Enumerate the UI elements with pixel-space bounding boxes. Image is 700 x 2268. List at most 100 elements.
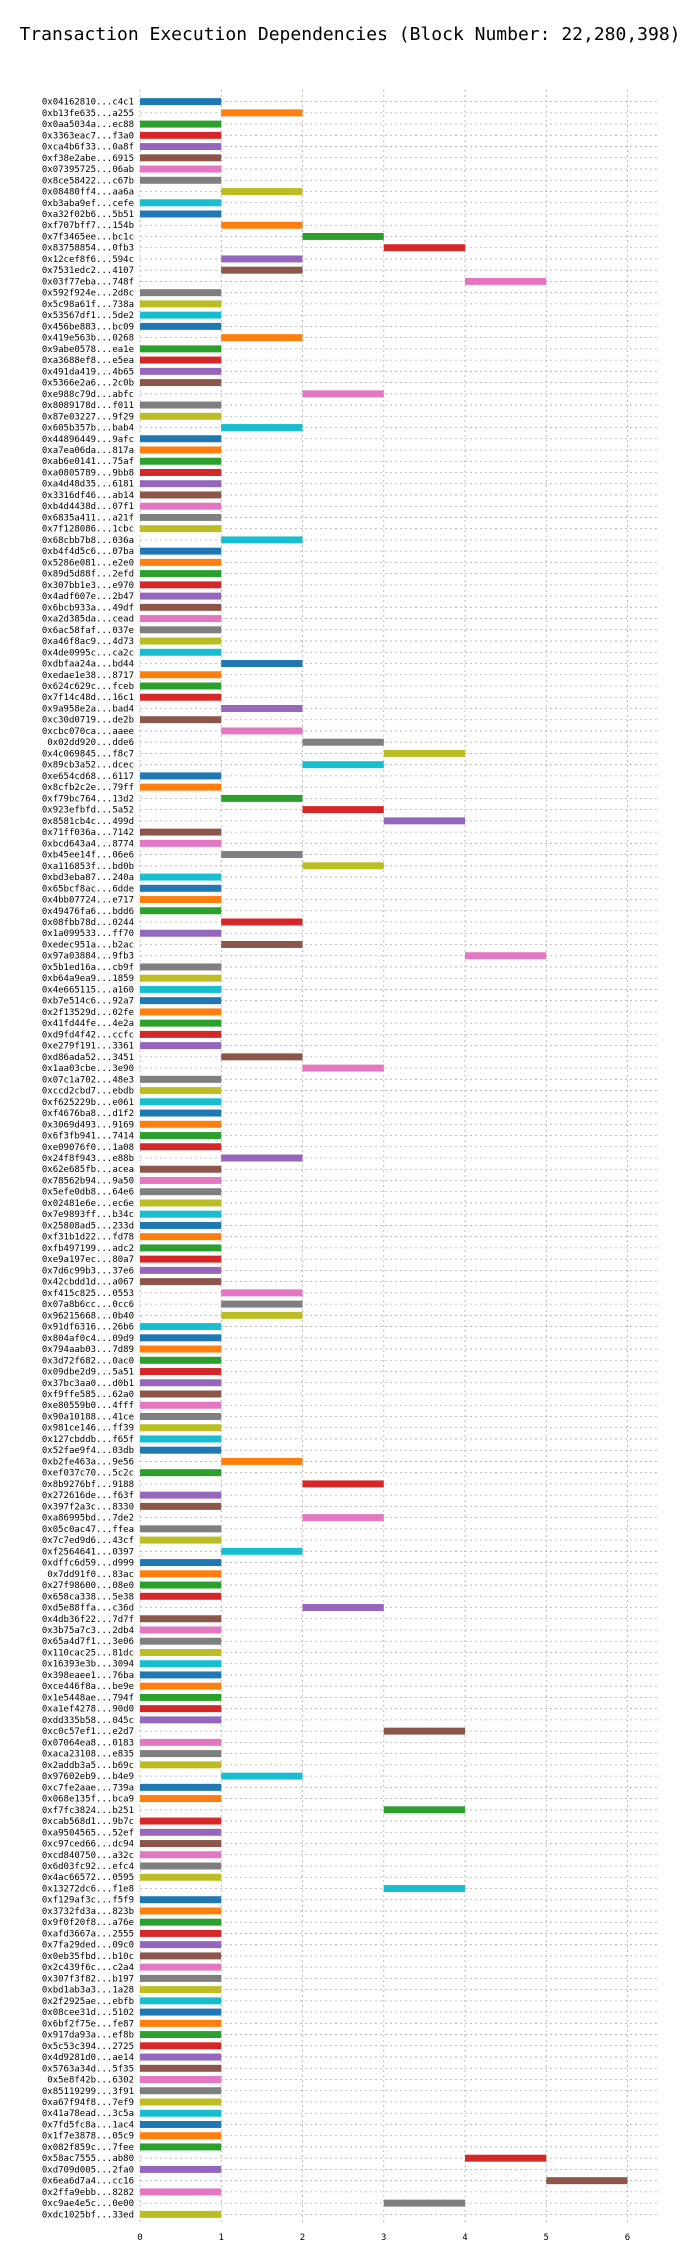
bar-36 bbox=[140, 502, 222, 510]
y-tick-label-153: 0xcab568d1...9b7c bbox=[42, 1817, 134, 1827]
bar-136 bbox=[140, 1626, 222, 1634]
y-tick-label-74: 0x1a099533...ff70 bbox=[42, 929, 134, 939]
bars bbox=[140, 98, 628, 2218]
y-tick-label-66: 0xbcd643a4...8774 bbox=[42, 839, 134, 849]
bar-80 bbox=[140, 997, 222, 1005]
y-tick-label-35: 0x3316df46...ab14 bbox=[42, 491, 134, 501]
y-tick-label-117: 0x90a10188...41ce bbox=[42, 1412, 134, 1422]
y-tick-label-83: 0xd9fd4f42...ccfc bbox=[42, 1030, 134, 1040]
y-tick-label-40: 0xb4f4d5c6...07ba bbox=[42, 547, 134, 557]
bar-113 bbox=[140, 1368, 222, 1376]
y-tick-label-93: 0xe09076f0...1a08 bbox=[42, 1143, 134, 1153]
y-tick-label-177: 0x85119299...3f91 bbox=[42, 2087, 134, 2097]
bar-10 bbox=[140, 210, 222, 218]
y-tick-label-80: 0xb7e514c6...92a7 bbox=[42, 997, 134, 1007]
y-tick-label-103: 0xe9a197ec...80a7 bbox=[42, 1255, 134, 1265]
y-tick-label-108: 0x96215668...0b40 bbox=[42, 1311, 134, 1321]
bar-159 bbox=[383, 1884, 465, 1892]
bar-95 bbox=[140, 1165, 222, 1173]
bar-86 bbox=[302, 1064, 384, 1072]
bar-124 bbox=[140, 1491, 222, 1499]
y-tick-label-0: 0x04162810...c4c1 bbox=[42, 98, 134, 108]
bar-109 bbox=[140, 1323, 222, 1331]
bar-149 bbox=[221, 1772, 303, 1780]
bar-135 bbox=[140, 1615, 222, 1623]
bar-28 bbox=[140, 412, 222, 420]
y-tick-label-128: 0x7c7ed9d6...43cf bbox=[42, 1536, 134, 1546]
y-tick-label-129: 0xf2564641...0397 bbox=[42, 1547, 134, 1557]
bar-140 bbox=[140, 1671, 222, 1679]
y-tick-label-19: 0x53567df1...5de2 bbox=[42, 311, 134, 321]
y-tick-label-147: 0xaca23108...e835 bbox=[42, 1750, 134, 1760]
bar-43 bbox=[140, 581, 222, 589]
y-tick-label-165: 0x0eb35fbd...b10c bbox=[42, 1952, 134, 1962]
y-tick-label-37: 0x6835a411...a21f bbox=[42, 513, 134, 523]
y-tick-label-166: 0x2c439f6c...c2a4 bbox=[42, 1963, 134, 1973]
x-tick-label-5: 5 bbox=[544, 2233, 549, 2243]
bar-181 bbox=[140, 2132, 222, 2140]
bar-98 bbox=[140, 1199, 222, 1207]
bar-9 bbox=[140, 199, 222, 207]
y-tick-label-182: 0x082f859c...7fee bbox=[42, 2143, 134, 2153]
y-tick-label-56: 0xcbc070ca...aaee bbox=[42, 727, 134, 737]
y-tick-label-55: 0xc30d0719...de2b bbox=[42, 716, 134, 726]
bar-158 bbox=[140, 1873, 222, 1881]
bar-177 bbox=[140, 2087, 222, 2095]
y-tick-label-26: 0xe988c79d...abfc bbox=[42, 390, 134, 400]
bar-185 bbox=[546, 2177, 628, 2185]
y-tick-label-44: 0x4adf607e...2b47 bbox=[42, 592, 134, 602]
y-tick-label-7: 0x8ce58422...c67b bbox=[42, 176, 134, 186]
bar-72 bbox=[140, 907, 222, 915]
y-tick-label-20: 0x456be883...bc09 bbox=[42, 322, 134, 332]
y-tick-label-75: 0xedec951a...b2ac bbox=[42, 940, 134, 950]
bar-142 bbox=[140, 1693, 222, 1701]
bar-32 bbox=[140, 457, 222, 465]
y-tick-label-14: 0x12cef8f6...594c bbox=[42, 255, 134, 265]
bar-141 bbox=[140, 1682, 222, 1690]
y-tick-label-122: 0xef037c70...5c2c bbox=[42, 1469, 134, 1479]
bar-110 bbox=[140, 1334, 222, 1342]
y-tick-label-78: 0xb64a9ea9...1859 bbox=[42, 974, 134, 984]
y-tick-label-52: 0x624c629c...fceb bbox=[42, 682, 134, 692]
y-tick-label-137: 0x65a4d7f1...3e06 bbox=[42, 1637, 134, 1647]
y-tick-label-127: 0x05c0ac47...ffea bbox=[42, 1525, 134, 1535]
y-tick-label-102: 0xfb497199...adc2 bbox=[42, 1244, 134, 1254]
bar-145 bbox=[383, 1727, 465, 1735]
y-tick-label-106: 0xf415c825...0553 bbox=[42, 1289, 134, 1299]
y-tick-label-174: 0x4d9281d0...ae14 bbox=[42, 2053, 134, 2063]
y-tick-label-72: 0x49476fa6...bdd6 bbox=[42, 907, 134, 917]
bar-42 bbox=[140, 570, 222, 578]
y-tick-label-68: 0xa116853f...bd0b bbox=[42, 862, 134, 872]
bar-27 bbox=[140, 401, 222, 409]
y-tick-label-155: 0xc97ced66...dc94 bbox=[42, 1840, 134, 1850]
bar-63 bbox=[302, 806, 384, 814]
bar-39 bbox=[221, 536, 303, 544]
y-tick-label-59: 0x89cb3a52...dcec bbox=[42, 761, 134, 771]
y-tick-label-118: 0x981ce146...ff39 bbox=[42, 1424, 134, 1434]
bar-61 bbox=[140, 783, 222, 791]
bar-8 bbox=[221, 188, 303, 196]
y-tick-label-126: 0xa86995bd...7de2 bbox=[42, 1514, 134, 1524]
y-tick-label-82: 0x41fd44fe...4e2a bbox=[42, 1019, 134, 1029]
y-tick-label-4: 0xca4b6f33...0a8f bbox=[42, 143, 134, 153]
bar-79 bbox=[140, 985, 222, 993]
y-tick-label-22: 0x9abe0578...ea1e bbox=[42, 345, 134, 355]
bar-108 bbox=[221, 1311, 303, 1319]
y-tick-label-70: 0x65bcf8ac...6dde bbox=[42, 884, 134, 894]
bar-3 bbox=[140, 131, 222, 139]
bar-119 bbox=[140, 1435, 222, 1443]
y-tick-label-69: 0xbd3eba87...240a bbox=[42, 873, 134, 883]
y-tick-label-142: 0x1e5448ae...794f bbox=[42, 1693, 134, 1703]
bar-183 bbox=[465, 2154, 547, 2162]
bar-23 bbox=[140, 356, 222, 364]
y-tick-label-143: 0xa1ef4278...90d0 bbox=[42, 1705, 134, 1715]
y-tick-label-33: 0xa0805789...9bb8 bbox=[42, 468, 134, 478]
bar-17 bbox=[140, 289, 222, 297]
y-tick-label-17: 0x592f924e...2d8c bbox=[42, 289, 134, 299]
bar-81 bbox=[140, 1008, 222, 1016]
bar-179 bbox=[140, 2109, 222, 2117]
y-tick-label-134: 0xd5e88ffa...c36d bbox=[42, 1604, 134, 1614]
bar-165 bbox=[140, 1952, 222, 1960]
bar-47 bbox=[140, 626, 222, 634]
bar-100 bbox=[140, 1221, 222, 1229]
